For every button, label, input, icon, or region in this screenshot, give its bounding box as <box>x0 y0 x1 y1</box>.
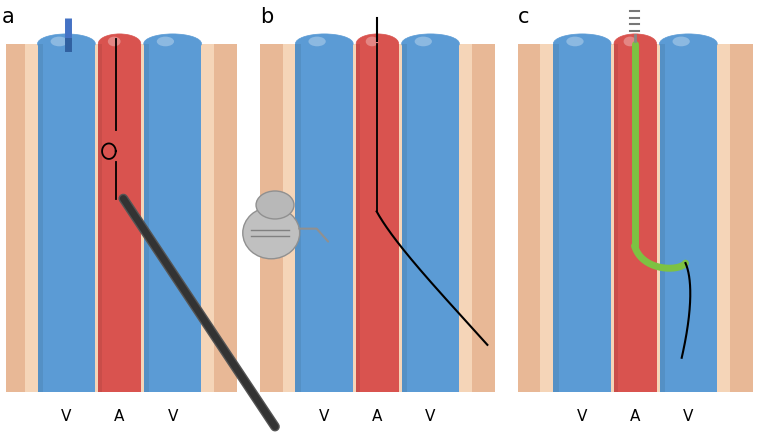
Bar <box>402 45 459 392</box>
Bar <box>356 45 360 392</box>
Text: V: V <box>61 408 71 424</box>
Ellipse shape <box>108 38 120 47</box>
Bar <box>472 45 495 392</box>
Bar <box>2 45 237 392</box>
Bar <box>295 45 301 392</box>
Text: V: V <box>167 408 178 424</box>
Text: V: V <box>426 408 436 424</box>
Ellipse shape <box>366 38 378 47</box>
Ellipse shape <box>553 35 611 54</box>
Ellipse shape <box>51 38 67 47</box>
Bar <box>730 45 753 392</box>
Bar <box>98 45 141 392</box>
Bar <box>553 45 611 392</box>
Bar <box>295 45 353 392</box>
Text: a: a <box>2 7 15 27</box>
Bar <box>143 45 149 392</box>
Ellipse shape <box>156 38 174 47</box>
Bar <box>614 45 657 392</box>
Ellipse shape <box>566 38 584 47</box>
Ellipse shape <box>308 38 326 47</box>
Ellipse shape <box>402 35 459 54</box>
Ellipse shape <box>624 38 637 47</box>
Text: A: A <box>372 408 383 424</box>
Text: V: V <box>319 408 330 424</box>
Ellipse shape <box>356 35 399 54</box>
Bar <box>518 45 753 392</box>
Bar <box>214 45 237 392</box>
Ellipse shape <box>143 35 202 54</box>
Bar <box>2 45 25 392</box>
Ellipse shape <box>673 38 690 47</box>
Ellipse shape <box>243 208 300 259</box>
Bar <box>553 45 558 392</box>
Ellipse shape <box>38 35 95 54</box>
Bar <box>660 45 717 392</box>
Text: A: A <box>114 408 125 424</box>
Bar <box>98 45 102 392</box>
Bar <box>660 45 665 392</box>
Text: c: c <box>518 7 529 27</box>
Bar <box>38 45 43 392</box>
Ellipse shape <box>98 35 141 54</box>
Ellipse shape <box>415 38 432 47</box>
Bar <box>38 45 95 392</box>
Text: A: A <box>630 408 640 424</box>
Bar <box>402 45 407 392</box>
Bar <box>518 45 541 392</box>
Ellipse shape <box>256 191 294 219</box>
Text: V: V <box>577 408 588 424</box>
Bar <box>143 45 202 392</box>
Text: V: V <box>683 408 693 424</box>
Bar <box>260 45 495 392</box>
Ellipse shape <box>660 35 717 54</box>
Ellipse shape <box>614 35 657 54</box>
Ellipse shape <box>295 35 353 54</box>
Bar <box>356 45 399 392</box>
Bar <box>260 45 282 392</box>
Bar <box>614 45 618 392</box>
Text: b: b <box>260 7 273 27</box>
